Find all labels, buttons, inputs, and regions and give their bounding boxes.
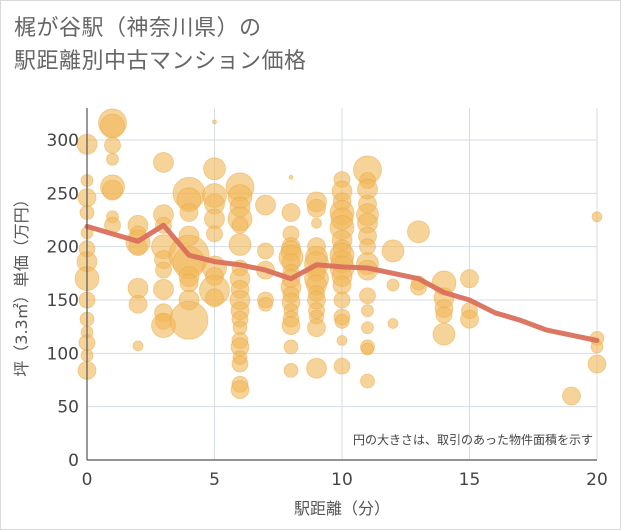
- data-bubble: [179, 273, 199, 293]
- data-bubble: [307, 318, 326, 338]
- bubble-series: [74, 108, 607, 406]
- x-tick-label: 5: [209, 470, 220, 490]
- data-bubble: [435, 306, 453, 324]
- data-bubble: [460, 309, 479, 329]
- axes: [86, 108, 597, 461]
- trend-line-group: [84, 222, 600, 343]
- y-tick-label: 200: [47, 238, 79, 258]
- data-bubble: [281, 316, 301, 336]
- data-bubble: [153, 278, 174, 300]
- average-price-line: [84, 222, 600, 343]
- data-bubble: [155, 261, 172, 279]
- chart-title-line-1: 梶が谷駅（神奈川県）の: [14, 16, 262, 41]
- data-bubble: [212, 119, 217, 125]
- y-axis-label: 坪（3.3㎡）単価（万円）: [12, 191, 31, 376]
- data-bubble: [288, 174, 294, 180]
- data-bubble: [231, 355, 249, 373]
- data-bubble: [205, 288, 224, 308]
- data-bubble: [306, 357, 327, 379]
- x-tick-label: 15: [459, 470, 481, 490]
- chart-title-line-2: 駅距離別中古マンション価格: [14, 49, 307, 74]
- data-bubble: [255, 194, 276, 216]
- data-bubble: [104, 136, 121, 154]
- data-bubble: [381, 239, 405, 263]
- data-bubble: [228, 233, 252, 256]
- data-bubble: [258, 296, 273, 312]
- data-bubble: [206, 225, 223, 243]
- y-tick-label: 250: [47, 184, 79, 204]
- data-bubble: [359, 238, 376, 256]
- data-bubble: [460, 269, 479, 289]
- data-bubble: [106, 152, 119, 166]
- y-tick-label: 300: [47, 131, 79, 151]
- data-bubble: [333, 291, 351, 309]
- data-bubble: [281, 203, 301, 222]
- tick-labels: 0 50 100 150 200 250 300 0 5 10 15 20: [47, 131, 608, 490]
- data-bubble: [361, 342, 374, 356]
- data-bubble: [307, 198, 326, 218]
- y-tick-label: 0: [68, 451, 79, 471]
- data-bubble: [361, 304, 374, 318]
- chart-title: 梶が谷駅（神奈川県）の 駅距離別中古マンション価格: [14, 12, 307, 78]
- data-bubble: [359, 287, 376, 305]
- data-bubble: [311, 217, 322, 229]
- x-tick-label: 10: [331, 470, 353, 490]
- data-bubble: [387, 318, 399, 329]
- x-axis-label: 駅距離（分）: [294, 499, 390, 518]
- y-tick-label: 50: [57, 398, 79, 418]
- data-bubble: [132, 340, 144, 352]
- y-tick-label: 100: [47, 344, 79, 364]
- data-bubble: [203, 157, 226, 181]
- data-bubble: [283, 362, 299, 378]
- data-bubble: [332, 275, 352, 295]
- x-tick-label: 20: [586, 470, 608, 490]
- data-bubble: [407, 220, 430, 244]
- data-bubble: [336, 335, 348, 346]
- data-bubble: [591, 211, 603, 223]
- y-tick-label: 150: [47, 291, 79, 311]
- data-bubble: [231, 216, 249, 234]
- data-bubble: [386, 278, 400, 292]
- data-bubble: [102, 179, 123, 201]
- data-bubble: [128, 294, 148, 314]
- data-bubble: [283, 339, 299, 355]
- data-bubble: [257, 242, 274, 260]
- data-bubble: [230, 380, 250, 400]
- data-bubble: [179, 203, 199, 222]
- data-bubble: [334, 313, 350, 329]
- size-annotation: 円の大きさは、取引のあった物件面積を示す: [353, 432, 593, 447]
- data-bubble: [432, 322, 456, 346]
- data-bubble: [100, 113, 125, 139]
- data-bubble: [153, 151, 174, 173]
- data-bubble: [562, 386, 581, 406]
- data-bubble: [169, 300, 209, 340]
- data-bubble: [587, 354, 607, 374]
- x-tick-label: 0: [82, 470, 93, 490]
- data-bubble: [360, 373, 375, 389]
- data-bubble: [361, 321, 374, 335]
- data-bubble: [333, 357, 351, 375]
